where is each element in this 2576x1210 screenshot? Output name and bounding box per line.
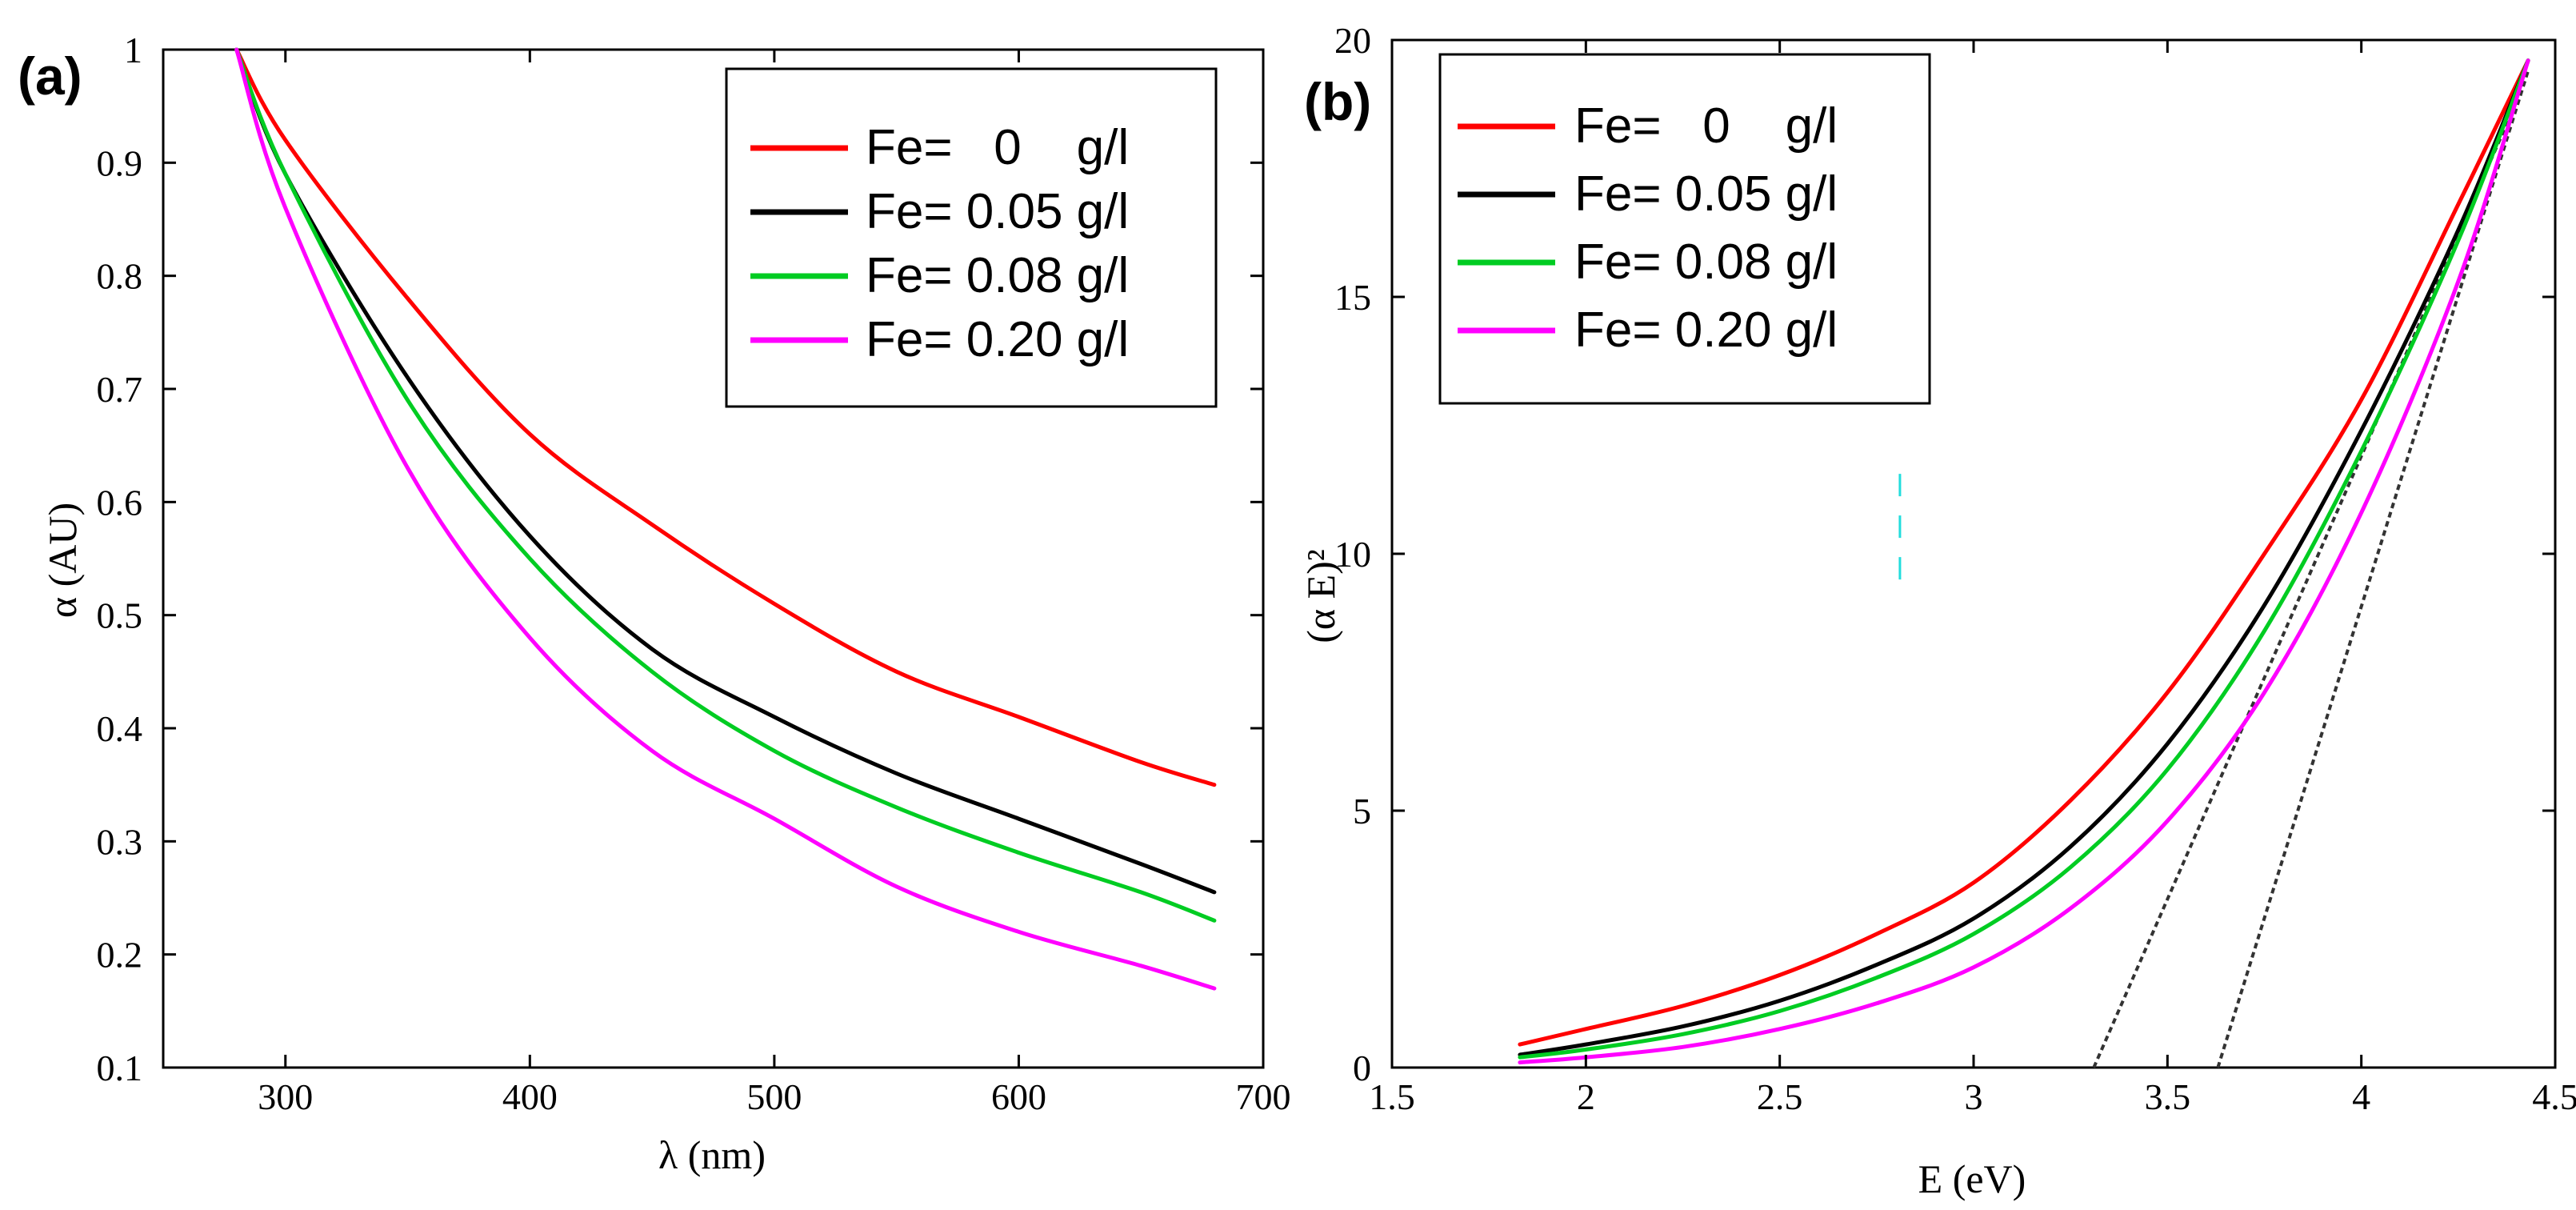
panel-b-legend: Fe= 0 g/l Fe= 0.05 g/l Fe= 0.08 g/l Fe= … — [1438, 53, 1931, 405]
panel-a-y-tick-label: 0.2 — [97, 935, 143, 976]
panel-b-label: (b) — [1304, 72, 1371, 131]
panel-b-y-tick-label: 15 — [1334, 277, 1371, 318]
panel-a-legend-label-1: Fe= 0.05 g/l — [866, 184, 1129, 239]
panel-b-legend-label-2: Fe= 0.08 g/l — [1574, 234, 1838, 290]
panel-b-x-tick-label: 4 — [2352, 1076, 2370, 1117]
panel-b-x-tick-label: 2.5 — [1757, 1076, 1803, 1117]
panel-a-y-tick-label: 0.4 — [97, 708, 143, 749]
panel-a-legend: Fe= 0 g/l Fe= 0.05 g/l Fe= 0.08 g/l Fe= … — [725, 67, 1218, 408]
panel-a-chart: (a) 300 400 500 600 700 0.10.20.30.40.50.60.… — [18, 30, 1291, 1177]
panel-a-legend-label-3: Fe= 0.20 g/l — [866, 312, 1129, 367]
panel-b-y-tick-label: 5 — [1353, 791, 1371, 831]
panel-a-x-axis-label: λ (nm) — [658, 1132, 766, 1177]
panel-a-legend-box — [725, 67, 1218, 408]
panel-a-x-ticks: 300 400 500 600 700 — [258, 50, 1291, 1117]
panel-b-x-axis-label: E (eV) — [1918, 1156, 2026, 1201]
panel-b-x-tick-label: 3 — [1965, 1076, 1983, 1117]
panel-a-series-group — [234, 47, 1217, 991]
panel-b-tangent-line-0 — [2092, 101, 2518, 1068]
panel-b-tangent-line-1 — [2216, 70, 2530, 1068]
panel-a-y-tick-label: 0.8 — [97, 256, 143, 297]
panel-b-y-tick-label: 20 — [1334, 20, 1371, 61]
panel-b-x-tick-label: 2 — [1577, 1076, 1595, 1117]
panel-b-y-tick-label: 0 — [1353, 1048, 1371, 1088]
panel-b-x-tick-label: 4.5 — [2532, 1076, 2576, 1117]
panel-b-y-axis-label: (α E)² — [1298, 549, 1343, 643]
panel-b-tangent-lines — [2092, 70, 2530, 1068]
panel-a-x-tick-label: 500 — [746, 1076, 802, 1117]
panel-b-x-ticks: 1.5 2 2.5 3 3.5 4 4.5 — [1369, 40, 2576, 1117]
panel-b-series-line-3 — [1518, 58, 2530, 1065]
panel-a-y-ticks: 0.1 0.2 0.3 0.4 0.5 0.6 0.7 0.8 0.9 1 — [97, 30, 1263, 1088]
panel-a-legend-label-0: Fe= 0 g/l — [866, 120, 1129, 175]
panel-a-label: (a) — [18, 46, 82, 106]
panel-a-y-tick-label: 0.3 — [97, 821, 143, 862]
panel-a-y-tick-label: 0.7 — [97, 369, 143, 410]
panel-a-y-tick-label: 0.1 — [97, 1048, 143, 1088]
panel-b-legend-box — [1438, 53, 1931, 405]
panel-a-y-tick-label: 0.6 — [97, 482, 143, 523]
panel-b-series-line-2 — [1518, 58, 2530, 1060]
panel-a-x-tick-label: 400 — [502, 1076, 558, 1117]
panel-a-y-tick-label: 1 — [124, 30, 142, 70]
panel-a-y-axis-label: α (AU) — [40, 503, 85, 618]
panel-a-y-tick-label: 0.5 — [97, 595, 143, 636]
panel-b-y-tick-label: 10 — [1334, 534, 1371, 575]
panel-a-series-line-0 — [234, 47, 1217, 787]
panel-a-series-line-3 — [234, 47, 1217, 991]
panel-b-y-ticks: 0 5 10 15 20 — [1334, 20, 2555, 1088]
panel-a-x-tick-label: 700 — [1236, 1076, 1291, 1117]
panel-b-chart: (b) 1.5 2 2.5 3 3.5 4 4.5 0 5 10 15 20 E (eV) (α E… — [1298, 20, 2576, 1201]
panel-b-x-tick-label: 1.5 — [1369, 1076, 1415, 1117]
panel-b-legend-label-3: Fe= 0.20 g/l — [1574, 302, 1838, 358]
panel-a-x-tick-label: 300 — [258, 1076, 313, 1117]
panel-b-series-line-1 — [1518, 58, 2530, 1057]
panel-b-legend-label-1: Fe= 0.05 g/l — [1574, 166, 1838, 222]
panel-a-plot-frame — [162, 48, 1265, 1069]
panel-a-x-tick-label: 600 — [991, 1076, 1046, 1117]
panel-b-legend-label-0: Fe= 0 g/l — [1574, 98, 1838, 154]
panel-a-legend-label-2: Fe= 0.08 g/l — [866, 248, 1129, 303]
panel-b-series-line-0 — [1518, 58, 2530, 1047]
panel-a-series-line-2 — [234, 47, 1217, 923]
panel-b-x-tick-label: 3.5 — [2145, 1076, 2191, 1117]
panel-a-y-tick-label: 0.9 — [97, 142, 143, 183]
panel-a-series-line-1 — [234, 47, 1217, 895]
panel-b-series-group — [1518, 58, 2530, 1065]
